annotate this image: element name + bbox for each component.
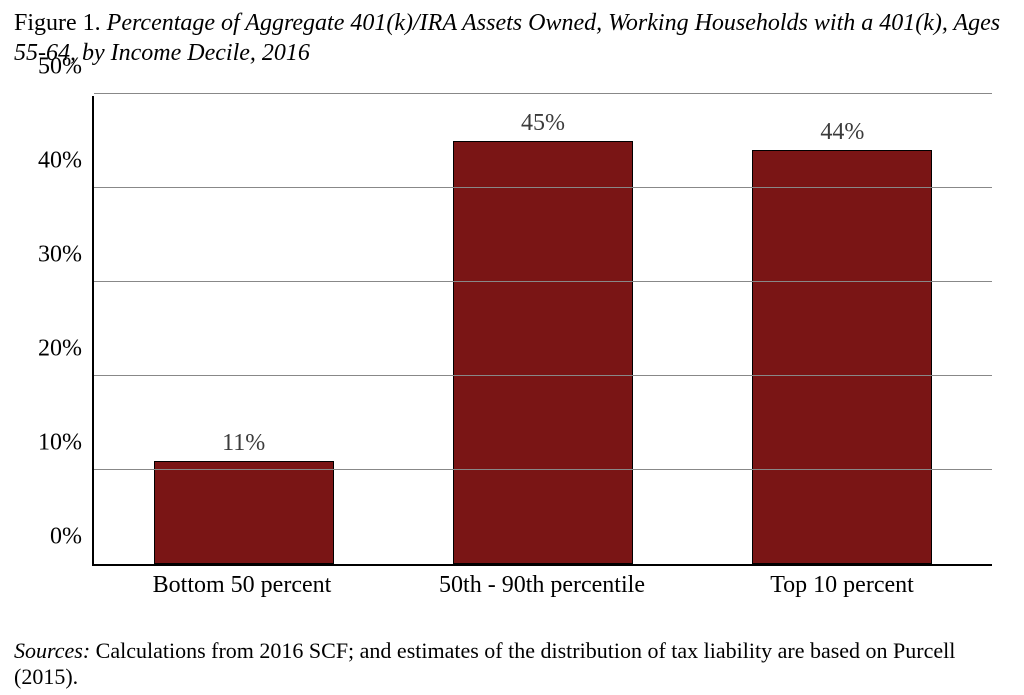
- x-axis-labels: Bottom 50 percent 50th - 90th percentile T…: [92, 572, 992, 599]
- bar-value-label: 44%: [820, 119, 864, 146]
- bar-slot: 11%: [154, 96, 334, 564]
- plot-area: 11%45%44% 0%10%20%30%40%50%: [92, 96, 992, 566]
- y-tick-label: 50%: [38, 54, 82, 81]
- bar-value-label: 11%: [222, 430, 265, 457]
- bars-container: 11% 45% 44%: [94, 96, 992, 564]
- bar-chart: 11%45%44% 0%10%20%30%40%50% Bottom 50 pe…: [14, 86, 1010, 626]
- x-tick-label: Top 10 percent: [702, 572, 982, 599]
- bar-slot: 44%: [752, 96, 932, 564]
- y-tick-label: 40%: [38, 148, 82, 175]
- figure-number: Figure 1.: [14, 10, 101, 36]
- figure-title: Figure 1. Percentage of Aggregate 401(k)…: [14, 8, 1010, 68]
- bar-slot: 45%: [453, 96, 633, 564]
- x-tick-label: Bottom 50 percent: [102, 572, 382, 599]
- gridline: [94, 93, 992, 94]
- gridline: [94, 469, 992, 470]
- figure-description: Percentage of Aggregate 401(k)/IRA Asset…: [14, 10, 1000, 66]
- bar: [154, 461, 334, 564]
- y-tick-label: 30%: [38, 242, 82, 269]
- gridline: [94, 375, 992, 376]
- bar: [752, 150, 932, 564]
- sources-label: Sources:: [14, 638, 90, 663]
- y-tick-label: 20%: [38, 336, 82, 363]
- sources-text: Calculations from 2016 SCF; and estimate…: [14, 638, 955, 689]
- y-tick-label: 0%: [50, 524, 82, 551]
- gridline: [94, 187, 992, 188]
- bar-value-label: 45%: [521, 110, 565, 137]
- gridline: [94, 281, 992, 282]
- y-tick-label: 10%: [38, 430, 82, 457]
- sources-note: Sources: Calculations from 2016 SCF; and…: [14, 638, 1010, 691]
- x-tick-label: 50th - 90th percentile: [402, 572, 682, 599]
- bar: [453, 141, 633, 564]
